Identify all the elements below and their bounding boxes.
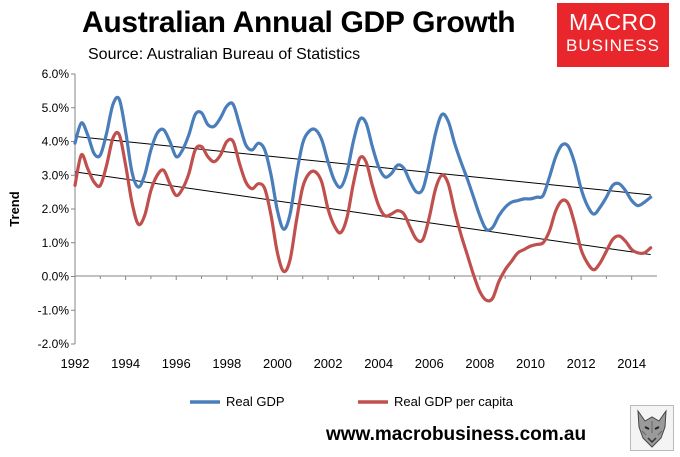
website-url: www.macrobusiness.com.au	[326, 424, 587, 445]
x-tick-label: 1998	[212, 356, 241, 371]
x-axis: 1992 1994 1996 1998 2000 2002 2004 2006 2008 2010…	[61, 275, 657, 371]
logo-line-2: BUSINESS	[566, 36, 660, 55]
x-tick-label: 1996	[162, 356, 191, 371]
y-tick-label: 4.0%	[42, 135, 70, 149]
y-tick-label: -1.0%	[38, 303, 70, 317]
series-line-real-gdp	[73, 95, 653, 232]
y-tick-label: 3.0%	[42, 168, 70, 182]
legend-label: Real GDP per capita	[394, 394, 514, 409]
y-tick-label: 0.0%	[42, 270, 70, 284]
chart-subtitle: Source: Australian Bureau of Statistics	[88, 46, 361, 63]
legend-label: Real GDP	[226, 394, 285, 409]
legend-entry-real-gdp: Real GDP	[190, 394, 285, 409]
wolf-head-icon	[630, 405, 674, 451]
x-tick-label: 2010	[516, 356, 545, 371]
y-tick-label: 2.0%	[42, 202, 70, 216]
x-tick-label: 2004	[364, 356, 393, 371]
x-tick-label: 2014	[617, 356, 646, 371]
legend-entry-real-gdp-per-capita: Real GDP per capita	[358, 394, 514, 409]
plot-area	[75, 74, 657, 344]
logo-line-1: MACRO	[568, 9, 658, 35]
x-tick-label: 2000	[263, 356, 292, 371]
y-tick-label: 6.0%	[42, 67, 70, 81]
series-layer	[73, 95, 653, 303]
x-tick-label: 2012	[567, 356, 596, 371]
chart-title: Australian Annual GDP Growth	[82, 6, 516, 39]
x-tick-label: 2008	[465, 356, 494, 371]
y-tick-label: 5.0%	[42, 101, 70, 115]
y-axis-label: Trend	[7, 191, 22, 226]
plot-background	[75, 74, 657, 344]
legend: Real GDP Real GDP per capita	[190, 394, 514, 409]
x-tick-label: 1992	[61, 356, 90, 371]
x-tick-label: 2006	[415, 356, 444, 371]
y-axis: -2.0% -1.0% 0.0% 1.0% 2.0% 3.0% 4.0% 5.0% 6.0% Tr…	[7, 67, 76, 351]
y-tick-label: 1.0%	[42, 236, 70, 250]
x-tick-label: 2002	[314, 356, 343, 371]
series-line-real-gdp-per-capita	[73, 130, 653, 303]
y-tick-label: -2.0%	[38, 337, 70, 351]
macro-business-logo: MACRO BUSINESS	[557, 3, 669, 67]
x-tick-label: 1994	[111, 356, 140, 371]
